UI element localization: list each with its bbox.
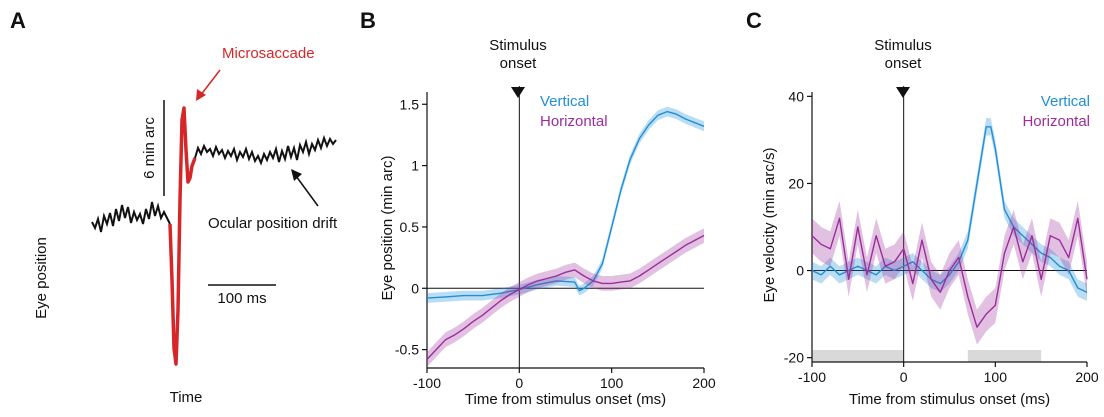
panel-letter-c: C (746, 8, 762, 33)
drift-label: Ocular position drift (208, 215, 338, 232)
x-tick-label-1: 0 (515, 375, 523, 391)
panel-letter-b: B (360, 8, 376, 33)
drift-arrowhead (291, 169, 302, 181)
y-tick-label-2: 20 (788, 175, 804, 191)
series-band-horizontal (812, 200, 1087, 345)
series-line-horizontal (811, 217, 1088, 328)
y-axis-label: Eye velocity (min arc/s) (761, 147, 778, 302)
legend-vertical: Vertical (540, 93, 589, 110)
y-tick-label-3: 40 (788, 88, 804, 104)
x-tick-label-0: -100 (413, 375, 441, 391)
y-tick-label-1: 0 (796, 263, 804, 279)
onset-marker (511, 87, 525, 98)
eye-trace-post (194, 134, 337, 166)
x-tick-label-2: 100 (984, 369, 1008, 385)
x-tick-label-2: 100 (600, 375, 624, 391)
x-tick-label-3: 200 (692, 375, 716, 391)
panel-a-xlabel: Time (170, 389, 203, 406)
x-tick-label-1: 0 (900, 369, 908, 385)
y-tick-label-0: -20 (784, 350, 804, 366)
drift-arrow (295, 175, 319, 207)
legend-vertical: Vertical (1041, 93, 1090, 110)
onset-label-line2: onset (885, 55, 923, 72)
microsaccade-arrowhead (196, 89, 206, 101)
microsaccade-arrow (199, 69, 221, 97)
series-line-vertical (811, 126, 1088, 293)
y-tick-label-1: 0 (411, 280, 419, 296)
x-axis-label: Time from stimulus onset (ms) (849, 391, 1050, 408)
panel-a-ylabel: Eye position (33, 237, 50, 319)
time-bin-1 (967, 350, 1042, 362)
onset-label-line1: Stimulus (874, 37, 932, 54)
microsaccade-trace (168, 106, 197, 366)
onset-marker (896, 87, 910, 98)
x-tick-label-3: 200 (1075, 369, 1099, 385)
panel-c: C (746, 8, 762, 33)
legend-horizontal: Horizontal (1022, 113, 1090, 130)
y-tick-label-2: 0.5 (400, 219, 420, 235)
series-band-vertical (812, 118, 1087, 301)
y-axis-label: Eye position (min arc) (379, 155, 396, 300)
microsaccade-label: Microsaccade (222, 45, 315, 62)
x-axis-label: Time from stimulus onset (ms) (465, 391, 666, 408)
onset-label-line2: onset (500, 55, 538, 72)
panel-b: B (360, 8, 376, 33)
legend-horizontal: Horizontal (540, 113, 608, 130)
y-tick-label-0: -0.5 (395, 342, 419, 358)
onset-label-line1: Stimulus (489, 37, 547, 54)
series-line-vertical (426, 110, 705, 299)
panel-a: A Eye position Time 6 min arc 100 ms Mic… (10, 8, 338, 406)
y-tick-label-4: 1.5 (400, 96, 420, 112)
y-tick-label-3: 1 (411, 158, 419, 174)
time-bin-0 (812, 350, 904, 362)
series-line-horizontal (426, 234, 705, 360)
scalebar-horizontal-label: 100 ms (217, 290, 266, 307)
x-tick-label-0: -100 (798, 369, 826, 385)
eye-trace-pre (91, 201, 171, 233)
scalebar-vertical-label: 6 min arc (141, 117, 158, 179)
panel-letter-a: A (10, 8, 26, 33)
